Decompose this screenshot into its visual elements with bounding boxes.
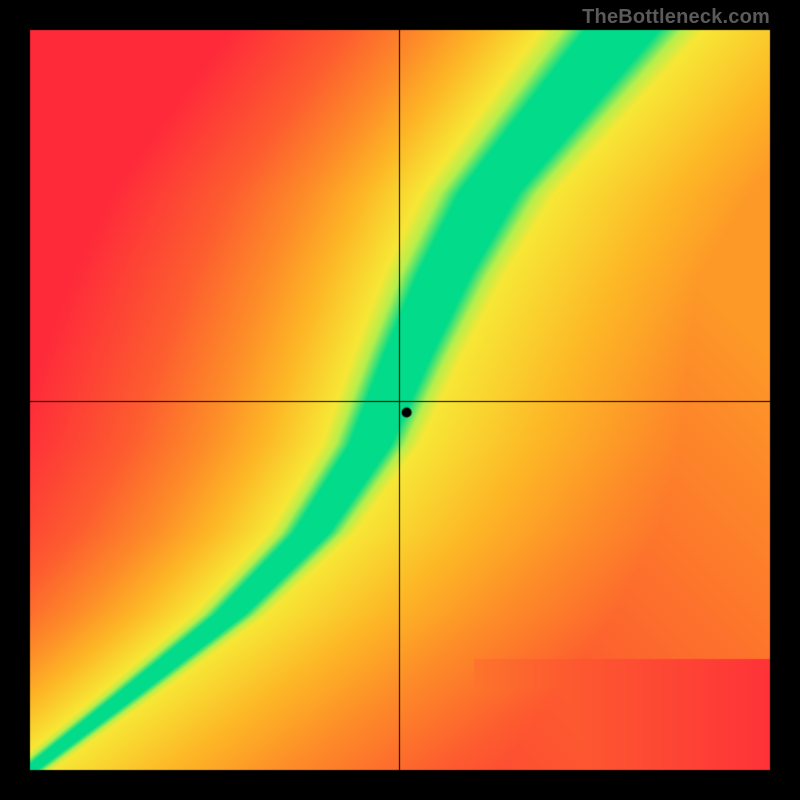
bottleneck-heatmap bbox=[0, 0, 800, 800]
chart-container: TheBottleneck.com bbox=[0, 0, 800, 800]
watermark-text: TheBottleneck.com bbox=[582, 6, 770, 29]
